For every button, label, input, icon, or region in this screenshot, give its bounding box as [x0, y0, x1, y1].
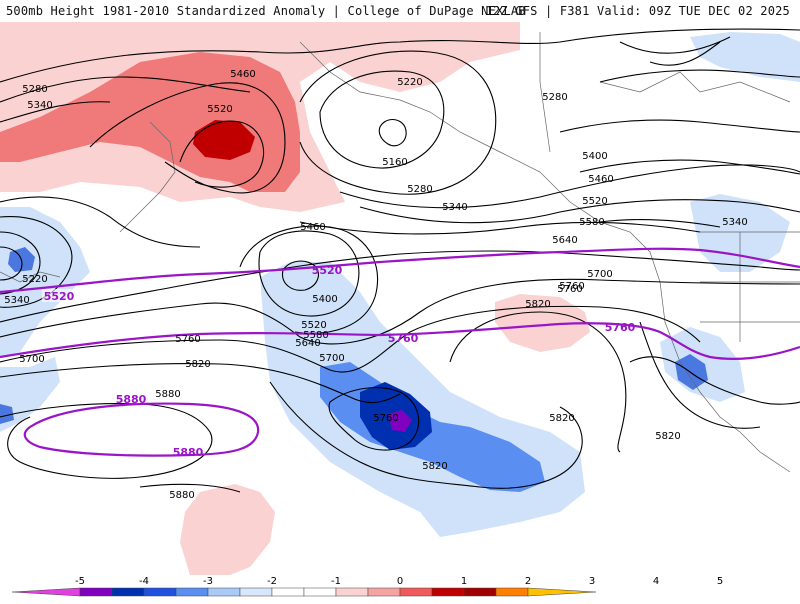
- title-bar: 500mb Height 1981-2010 Standardized Anom…: [0, 0, 800, 22]
- label-5820-trough: 5820: [549, 413, 574, 424]
- label-5280-ne: 5280: [542, 92, 567, 103]
- positive-anomaly-strong: [193, 120, 255, 160]
- label-5340-west: 5340: [4, 295, 29, 306]
- tick-2: 2: [525, 576, 531, 587]
- colorbar-swatch: [111, 587, 145, 597]
- colorbar-swatches: [11, 587, 597, 597]
- purple-label-5520-mid: 5520: [312, 264, 343, 277]
- colorbar-swatch: [79, 587, 113, 597]
- colorbar-swatch: [303, 587, 337, 597]
- highlight-contours: [0, 247, 800, 457]
- colorbar-swatch: [367, 587, 401, 597]
- label-5220-center: 5220: [397, 77, 422, 88]
- label-5280-center: 5280: [407, 184, 432, 195]
- model-run-info: 12Z GFS | F381 Valid: 09Z TUE DEC 02 202…: [485, 4, 790, 18]
- colorbar-swatch: [175, 587, 209, 597]
- tick-neg1: -1: [331, 576, 341, 587]
- anomaly-shading: [0, 22, 800, 575]
- label-5340-east: 5340: [722, 217, 747, 228]
- colorbar-swatch: [495, 587, 529, 597]
- weather-map: 5280 5340 5460 5520 5220 5160 5280 5340 …: [0, 22, 800, 575]
- label-5460: 5460: [230, 69, 255, 80]
- purple-label-5880-west: 5880: [116, 393, 147, 406]
- colorbar-swatch: [527, 587, 597, 597]
- label-5760-west: 5760: [175, 334, 200, 345]
- label-5760-trough: 5760: [557, 284, 582, 295]
- negative-anomaly-trough-peak: [388, 410, 412, 432]
- colorbar-swatch: [431, 587, 465, 597]
- label-5700-east: 5700: [587, 269, 612, 280]
- anomaly-colorbar: -5 -4 -3 -2 -1 0 1 2 3 4 5: [0, 575, 800, 600]
- negative-anomaly-ne: [690, 32, 800, 82]
- colorbar-canvas: -5 -4 -3 -2 -1 0 1 2 3 4 5: [11, 576, 723, 597]
- tick-0: 0: [397, 576, 403, 587]
- purple-label-5880-south: 5880: [173, 446, 204, 459]
- positive-anomaly-south: [180, 484, 275, 575]
- negative-anomaly-sw-core: [0, 404, 14, 424]
- label-5640-mid: 5640: [295, 338, 320, 349]
- purple-label-5520-west: 5520: [44, 290, 75, 303]
- purple-label-5760-mid: 5760: [388, 332, 419, 345]
- label-5520-low: 5520: [207, 104, 232, 115]
- label-5520-mid: 5520: [301, 320, 326, 331]
- label-5460-mid: 5460: [300, 222, 325, 233]
- label-5820-low: 5820: [422, 461, 447, 472]
- colorbar-swatch: [11, 587, 81, 597]
- label-5640-east: 5640: [552, 235, 577, 246]
- label-5760-low: 5760: [373, 413, 398, 424]
- negative-anomaly-west: [0, 207, 90, 357]
- colorbar-swatch: [271, 587, 305, 597]
- tick-neg5: -5: [75, 576, 85, 587]
- label-5340-center: 5340: [442, 202, 467, 213]
- colorbar-swatch: [239, 587, 273, 597]
- label-5820-east: 5820: [525, 299, 550, 310]
- colorbar-swatch: [399, 587, 433, 597]
- label-5160: 5160: [382, 157, 407, 168]
- label-5400-ne: 5400: [582, 151, 607, 162]
- label-5880-ring: 5880: [155, 389, 180, 400]
- negative-anomaly-sc-core: [675, 354, 708, 390]
- colorbar-swatch: [463, 587, 497, 597]
- label-5880-south: 5880: [169, 490, 194, 501]
- label-5820-west: 5820: [185, 359, 210, 370]
- colorbar-swatch: [207, 587, 241, 597]
- colorbar-swatch: [143, 587, 177, 597]
- map-canvas: 5280 5340 5460 5520 5220 5160 5280 5340 …: [0, 22, 800, 575]
- highlight-labels: 5520 5520 5760 5760 5880 5880: [42, 264, 636, 459]
- height-contours: [0, 28, 800, 493]
- tick-neg4: -4: [139, 576, 149, 587]
- label-5400-mid: 5400: [312, 294, 337, 305]
- label-5580-mid: 5580: [303, 330, 328, 341]
- purple-label-5760-east: 5760: [605, 321, 636, 334]
- map-title: 500mb Height 1981-2010 Standardized Anom…: [6, 4, 526, 18]
- tick-neg3: -3: [203, 576, 213, 587]
- label-5580-ne: 5580: [579, 217, 604, 228]
- label-5700-mid: 5700: [319, 353, 344, 364]
- label-5760-east: 5760: [559, 281, 584, 292]
- label-5520-ne: 5520: [582, 196, 607, 207]
- tick-5: 5: [717, 576, 723, 587]
- tick-3: 3: [589, 576, 595, 587]
- coastlines: [0, 32, 800, 473]
- label-5340-nw: 5340: [27, 100, 52, 111]
- tick-4: 4: [653, 576, 659, 587]
- colorbar-ticks: -5 -4 -3 -2 -1 0 1 2 3 4 5: [75, 576, 723, 587]
- label-5460-ne: 5460: [588, 174, 613, 185]
- contour-labels: 5280 5340 5460 5520 5220 5160 5280 5340 …: [4, 69, 747, 501]
- colorbar-swatch: [335, 587, 369, 597]
- label-5220-west: 5220: [22, 274, 47, 285]
- tick-1: 1: [461, 576, 467, 587]
- tick-neg2: -2: [267, 576, 277, 587]
- label-5280-nw: 5280: [22, 84, 47, 95]
- label-5820-se: 5820: [655, 431, 680, 442]
- label-5700-west: 5700: [19, 354, 44, 365]
